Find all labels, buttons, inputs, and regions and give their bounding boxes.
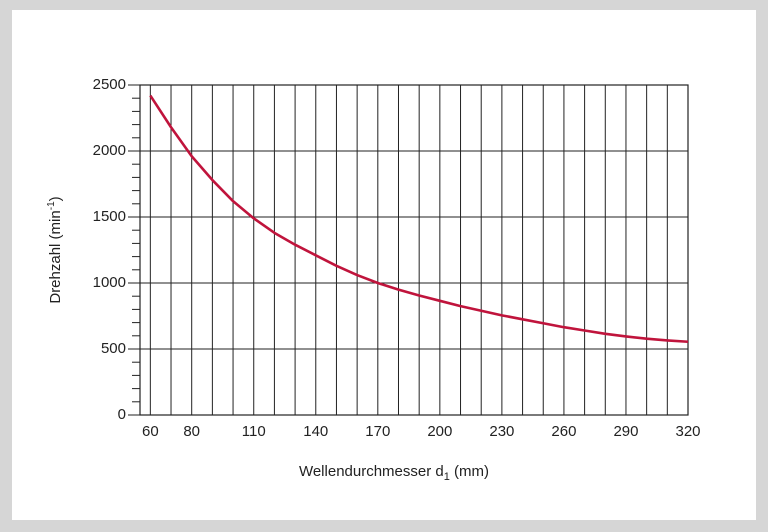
x-tick-label: 110 [242, 423, 266, 440]
x-tick-label: 320 [675, 423, 700, 440]
x-tick-label: 230 [489, 423, 514, 440]
y-label-text: Drehzahl (min [47, 210, 64, 303]
plot-frame [139, 84, 689, 416]
data-line [149, 94, 689, 344]
x-axis-label: Wellendurchmesser d1 (mm) [299, 463, 489, 483]
x-tick-label: 80 [183, 423, 200, 440]
y-tick-label: 2500 [93, 76, 126, 93]
y-axis-label: Drehzahl (min-1) [46, 196, 64, 303]
y-tick-label: 500 [101, 340, 126, 357]
panel [12, 10, 756, 520]
x-tick-label: 170 [365, 423, 390, 440]
y-tick-label: 1000 [93, 274, 126, 291]
y-label-end: ) [47, 196, 64, 201]
x-label-end: (mm) [450, 463, 489, 480]
x-label-text: Wellendurchmesser d [299, 463, 444, 480]
x-tick-label: 60 [142, 423, 159, 440]
y-tick-label: 0 [118, 406, 126, 423]
x-tick-label: 200 [427, 423, 452, 440]
x-label-sub: 1 [444, 471, 450, 483]
y-label-sup: -1 [46, 201, 57, 210]
x-tick-label: 290 [613, 423, 638, 440]
y-tick-label: 1500 [93, 208, 126, 225]
y-tick-label: 2000 [93, 142, 126, 159]
x-tick-label: 260 [551, 423, 576, 440]
x-tick-label: 140 [303, 423, 328, 440]
